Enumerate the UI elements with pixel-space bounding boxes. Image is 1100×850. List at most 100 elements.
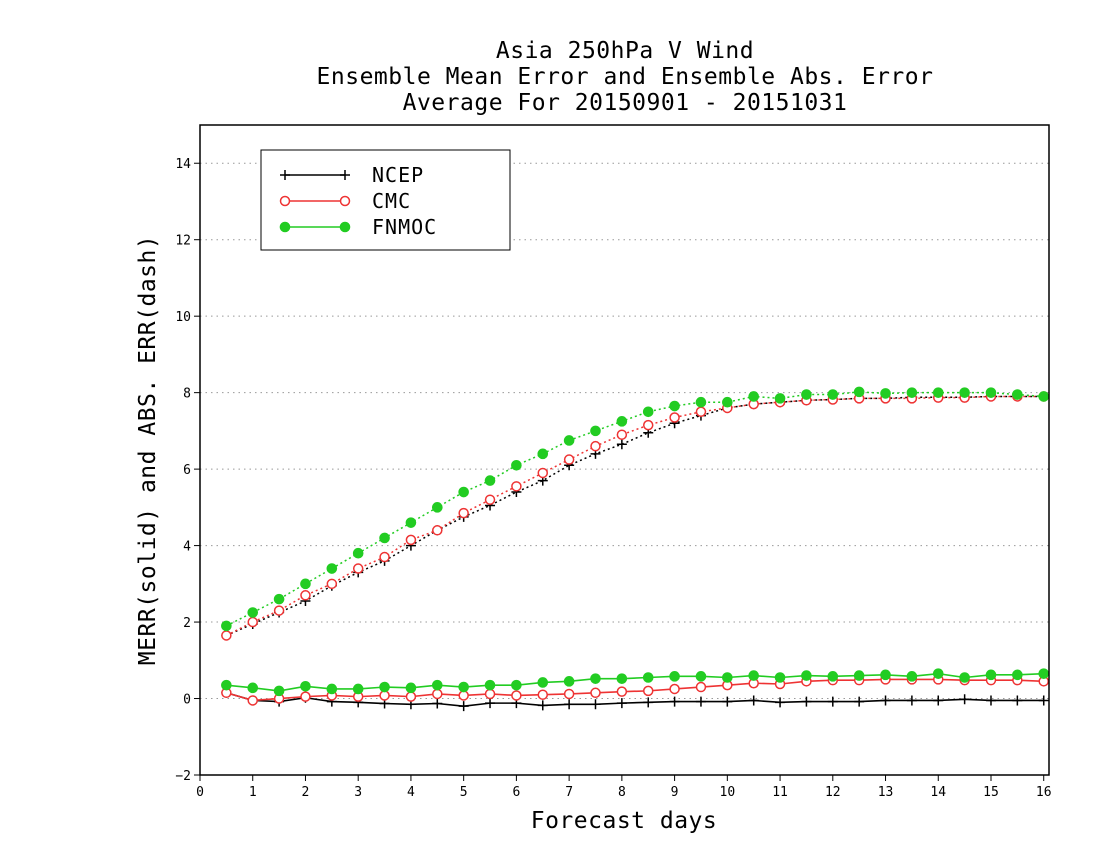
- fnmoc-merr-point: [1012, 669, 1023, 681]
- y-tick-label: 14: [175, 157, 191, 172]
- series-layer: [221, 386, 1050, 712]
- fnmoc-merr-point: [827, 671, 839, 682]
- fnmoc-abs-err-point: [1038, 391, 1050, 402]
- x-tick-label: 9: [671, 785, 679, 800]
- legend-label-fnmoc: FNMOC: [372, 215, 437, 239]
- fnmoc-merr-point: [590, 673, 601, 684]
- fnmoc-merr-point: [326, 683, 338, 695]
- y-tick-label: 10: [175, 310, 191, 325]
- fnmoc-abs-err-point: [326, 563, 338, 574]
- x-tick-label: 7: [565, 785, 573, 800]
- ncep-merr-point: [933, 695, 944, 706]
- fnmoc-merr-point: [695, 671, 707, 682]
- cmc-abs-err-point: [432, 525, 443, 536]
- fnmoc-abs-err-point: [511, 459, 522, 471]
- y-tick-label: 2: [183, 616, 191, 631]
- fnmoc-merr-point: [537, 677, 549, 688]
- fnmoc-merr-point: [932, 668, 944, 679]
- ncep-merr-point: [959, 694, 970, 705]
- fnmoc-abs-err-point: [880, 388, 891, 399]
- x-tick-label: 1: [249, 785, 257, 800]
- x-tick-label: 12: [825, 785, 841, 800]
- cmc-merr-point: [484, 688, 496, 700]
- cmc-abs-err-point: [563, 454, 575, 465]
- fnmoc-abs-err-point: [774, 393, 786, 404]
- y-tick-label: 4: [183, 540, 191, 555]
- cmc-merr-point: [247, 695, 258, 706]
- ncep-merr-point: [669, 696, 680, 707]
- fnmoc-abs-err-point: [273, 593, 285, 605]
- cmc-merr-point: [537, 689, 549, 700]
- ncep-merr-point: [616, 698, 627, 709]
- fnmoc-abs-err-point: [669, 400, 680, 412]
- fnmoc-merr-point: [853, 670, 865, 681]
- fnmoc-merr-line: [226, 672, 1044, 692]
- x-tick-label: 11: [772, 785, 788, 800]
- fnmoc-merr-point: [880, 669, 891, 681]
- cmc-merr-point: [563, 688, 575, 700]
- y-tick-label: 6: [183, 463, 191, 478]
- cmc-merr-point: [695, 681, 707, 693]
- fnmoc-merr-point: [273, 685, 285, 697]
- ncep-merr-point: [827, 696, 838, 707]
- ncep-merr-point: [722, 696, 733, 707]
- plot-frame: [199, 124, 1050, 776]
- legend-marker-ncep: [340, 170, 350, 180]
- fnmoc-merr-point: [484, 679, 496, 691]
- cmc-abs-err-point: [669, 412, 680, 423]
- series-ncep: [221, 391, 1049, 712]
- cmc-abs-err-point: [695, 406, 707, 418]
- fnmoc-abs-err-point: [959, 387, 970, 398]
- fnmoc-abs-err-point: [537, 448, 549, 460]
- ncep-merr-point: [1038, 695, 1049, 706]
- legend-marker-cmc: [339, 195, 351, 207]
- cmc-merr-point: [300, 691, 311, 702]
- cmc-merr-line: [226, 678, 1044, 702]
- cmc-merr-point: [669, 683, 680, 695]
- cmc-abs-err-point: [590, 440, 601, 452]
- fnmoc-merr-point: [774, 672, 786, 683]
- cmc-merr-point: [432, 688, 443, 700]
- fnmoc-abs-err-line: [226, 391, 1044, 627]
- ncep-merr-point: [590, 699, 601, 710]
- cmc-abs-err-point: [484, 494, 496, 505]
- fnmoc-abs-err-point: [695, 396, 707, 408]
- cmc-abs-err-point: [405, 534, 417, 546]
- fnmoc-abs-err-point: [616, 416, 628, 427]
- fnmoc-merr-point: [511, 679, 522, 691]
- fnmoc-merr-point: [221, 679, 232, 691]
- legend-label-cmc: CMC: [372, 189, 411, 213]
- ncep-merr-point: [695, 696, 706, 707]
- x-axis-title: Forecast days: [530, 808, 718, 834]
- chart-title-line-2: Ensemble Mean Error and Ensemble Abs. Er…: [316, 64, 934, 90]
- cmc-abs-err-point: [642, 419, 654, 431]
- ncep-merr-point: [775, 697, 786, 708]
- cmc-abs-err-point: [247, 616, 258, 628]
- x-tick-label: 5: [460, 785, 468, 800]
- fnmoc-merr-point: [959, 672, 970, 683]
- fnmoc-abs-err-point: [642, 406, 654, 418]
- chart-title-line-3: Average For 20150901 - 20151031: [402, 90, 848, 116]
- ncep-merr-point: [432, 698, 443, 709]
- cmc-merr-point: [590, 687, 601, 699]
- fnmoc-merr-point: [748, 670, 759, 681]
- ncep-merr-point: [906, 695, 917, 706]
- fnmoc-abs-err-point: [221, 620, 232, 632]
- cmc-abs-err-point: [511, 481, 522, 492]
- fnmoc-merr-point: [352, 683, 364, 695]
- x-tick-label: 0: [196, 785, 204, 800]
- ncep-merr-point: [458, 701, 469, 712]
- fnmoc-merr-point: [563, 676, 575, 687]
- cmc-abs-err-point: [300, 590, 311, 601]
- ncep-merr-point: [880, 695, 891, 706]
- fnmoc-abs-err-point: [985, 387, 997, 398]
- cmc-abs-err-point: [616, 429, 628, 440]
- x-tick-label: 4: [407, 785, 415, 800]
- fnmoc-merr-point: [906, 671, 918, 682]
- fnmoc-abs-err-point: [484, 475, 496, 486]
- x-tick-label: 15: [983, 785, 999, 800]
- fnmoc-merr-point: [405, 682, 417, 694]
